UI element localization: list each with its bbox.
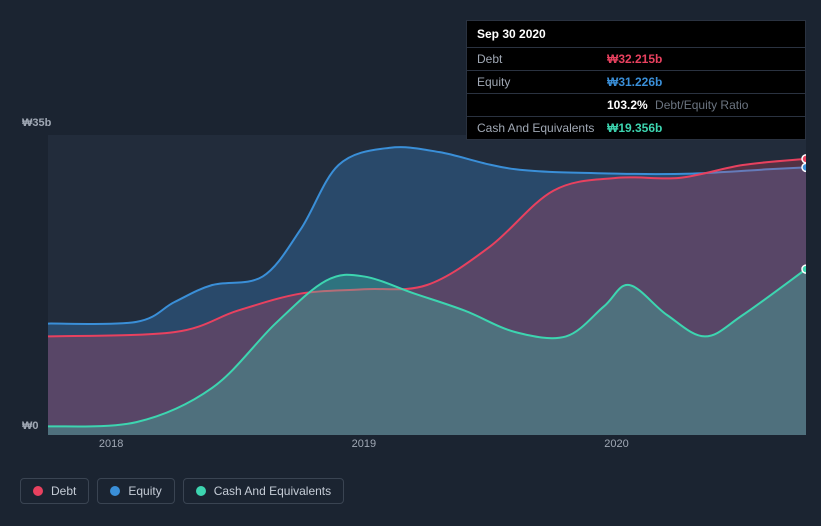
legend-item-cash[interactable]: Cash And Equivalents [183,478,344,504]
tooltip-row-debt: Debt ₩32.215b [467,48,805,71]
tooltip-value: ₩32.215b [607,52,662,66]
legend-swatch [110,486,120,496]
area-chart[interactable] [48,135,806,435]
x-tick: 2020 [604,438,628,450]
tooltip-row-equity: Equity ₩31.226b [467,71,805,94]
legend-label: Equity [128,484,161,498]
tooltip-date: Sep 30 2020 [467,21,805,48]
tooltip-label: Cash And Equivalents [477,121,607,135]
legend-label: Debt [51,484,76,498]
legend-swatch [33,486,43,496]
y-axis-label-max: ₩35b [22,117,51,129]
tooltip-value: ₩31.226b [607,75,662,89]
end-marker-debt [802,155,806,163]
tooltip-ratio-value: 103.2% [607,98,648,112]
legend-label: Cash And Equivalents [214,484,331,498]
chart-legend: Debt Equity Cash And Equivalents [20,478,344,504]
x-tick: 2019 [352,438,376,450]
end-marker-equity [802,163,806,171]
tooltip-ratio-label: Debt/Equity Ratio [655,98,748,112]
tooltip-row-ratio: 103.2% Debt/Equity Ratio [467,94,805,117]
end-marker-cash [802,265,806,273]
legend-swatch [196,486,206,496]
tooltip-ratio: 103.2% Debt/Equity Ratio [607,98,748,112]
tooltip-row-cash: Cash And Equivalents ₩19.356b [467,117,805,139]
tooltip-value: ₩19.356b [607,121,662,135]
data-tooltip: Sep 30 2020 Debt ₩32.215b Equity ₩31.226… [466,20,806,140]
tooltip-label: Equity [477,75,607,89]
x-axis: 2018 2019 2020 [48,438,806,458]
legend-item-debt[interactable]: Debt [20,478,89,504]
x-tick: 2018 [99,438,123,450]
tooltip-label: Debt [477,52,607,66]
tooltip-label [477,98,607,112]
legend-item-equity[interactable]: Equity [97,478,174,504]
